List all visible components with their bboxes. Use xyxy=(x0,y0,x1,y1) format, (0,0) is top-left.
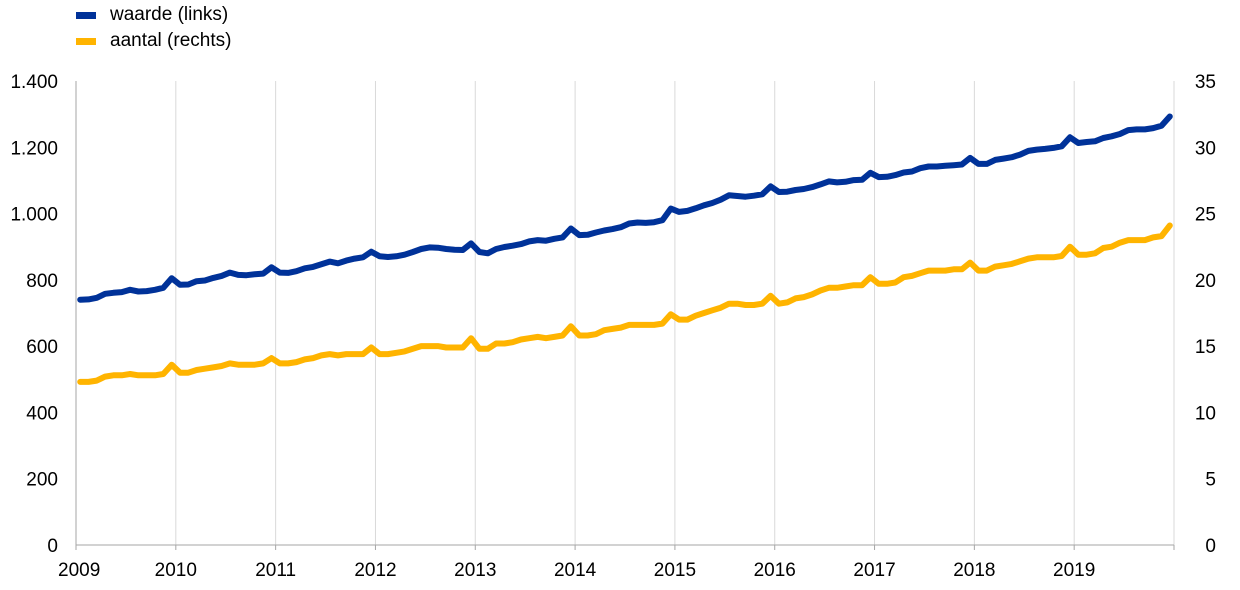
x-axis-tick-label: 2019 xyxy=(1053,560,1095,581)
right-axis-tick-label: 5 xyxy=(1205,470,1216,491)
legend-item-aantal: aantal (rechts) xyxy=(76,28,231,54)
left-axis-tick-label: 0 xyxy=(47,536,58,557)
right-axis-tick-label: 10 xyxy=(1195,403,1216,424)
legend-item-waarde: waarde (links) xyxy=(76,2,231,28)
x-axis-tick-label: 2015 xyxy=(654,560,696,581)
right-axis-tick-label: 35 xyxy=(1195,72,1216,93)
axes xyxy=(75,81,1175,550)
x-axis-tick-label: 2013 xyxy=(454,560,496,581)
left-axis-tick-label: 1.400 xyxy=(10,72,58,93)
x-axis-tick-label: 2014 xyxy=(554,560,597,581)
legend-label-aantal: aantal (rechts) xyxy=(110,30,232,51)
x-axis-tick-label: 2018 xyxy=(953,560,995,581)
x-axis-tick-label: 2017 xyxy=(853,560,895,581)
right-axis-tick-label: 25 xyxy=(1195,205,1216,226)
series-line-waarde xyxy=(77,113,1173,303)
x-axis-tick-label: 2012 xyxy=(354,560,396,581)
left-axis-tick-label: 1.200 xyxy=(10,138,58,159)
left-axis-tick-label: 600 xyxy=(26,337,58,358)
legend-swatch-aantal xyxy=(76,37,96,45)
legend: waarde (links) aantal (rechts) xyxy=(76,2,231,54)
right-axis-tick-label: 15 xyxy=(1195,337,1216,358)
series-lines xyxy=(77,113,1173,385)
right-axis-tick-label: 30 xyxy=(1195,138,1216,159)
left-axis-tick-label: 1.000 xyxy=(10,205,58,226)
x-axis-tick-label: 2010 xyxy=(155,560,197,581)
legend-label-waarde: waarde (links) xyxy=(110,4,229,25)
left-axis-tick-label: 400 xyxy=(26,403,58,424)
series-line-aantal xyxy=(77,222,1173,385)
right-axis-tick-labels: 0 5 10 15 20 25 30 35 xyxy=(1195,72,1216,557)
x-axis-tick-labels: 2009 2010 2011 2012 2013 2014 2015 2016 2017 2018… xyxy=(58,560,1095,581)
left-axis-tick-label: 200 xyxy=(26,470,58,491)
x-axis-tick-label: 2011 xyxy=(255,560,296,581)
right-axis-tick-label: 0 xyxy=(1205,536,1216,557)
x-axis-tick-label: 2009 xyxy=(58,560,100,581)
legend-swatch-waarde xyxy=(76,11,96,19)
right-axis-tick-label: 20 xyxy=(1195,271,1216,292)
x-axis-tick-label: 2016 xyxy=(754,560,796,581)
grid-lines xyxy=(175,81,1175,545)
left-axis-tick-labels: 0 200 400 600 800 1.000 1.200 1.400 xyxy=(10,72,58,557)
left-axis-tick-label: 800 xyxy=(26,271,58,292)
